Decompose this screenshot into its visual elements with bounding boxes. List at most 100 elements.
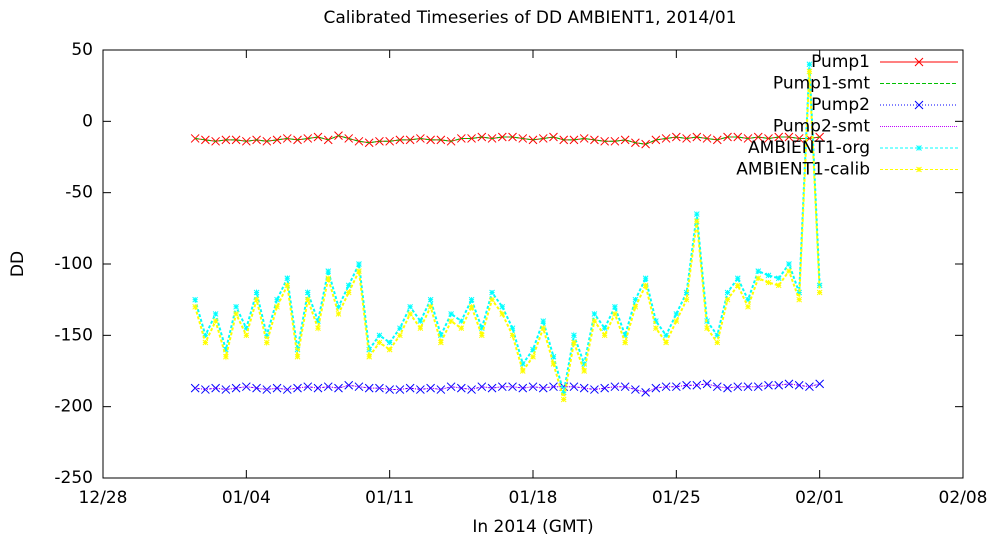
y-tick-label: 50	[71, 40, 93, 60]
data-point	[519, 361, 526, 367]
data-point	[489, 289, 495, 296]
data-point	[315, 325, 321, 332]
y-tick-label: -150	[54, 325, 93, 345]
data-point	[786, 261, 792, 267]
data-point	[438, 332, 444, 339]
y-tick-label: -50	[65, 183, 93, 203]
data-point	[590, 385, 599, 394]
data-point	[427, 296, 434, 303]
legend-label: AMBIENT1-calib	[736, 160, 870, 180]
data-point	[417, 325, 424, 332]
data-point	[653, 325, 659, 332]
data-point	[223, 346, 229, 353]
data-point	[693, 218, 700, 225]
data-point	[509, 325, 516, 332]
data-point	[540, 325, 547, 332]
data-point	[651, 135, 661, 145]
data-point	[294, 346, 301, 353]
data-point	[806, 61, 813, 68]
data-point	[755, 268, 762, 274]
data-point	[775, 282, 782, 289]
data-point	[407, 303, 413, 310]
data-point	[499, 303, 506, 310]
legend-marker	[914, 57, 924, 67]
x-tick-label: 01/04	[222, 488, 271, 508]
data-point	[294, 353, 301, 360]
x-tick-label: 02/08	[939, 488, 988, 508]
data-point	[458, 325, 465, 332]
data-point	[673, 318, 680, 324]
data-point	[325, 268, 332, 274]
legend-label: Pump1	[811, 52, 870, 72]
y-tick-label: -100	[54, 254, 93, 274]
data-point	[816, 282, 823, 289]
data-point	[192, 303, 198, 310]
data-point	[325, 275, 332, 282]
data-point	[416, 385, 425, 394]
data-point	[489, 296, 495, 303]
legend-marker	[914, 100, 924, 110]
data-point	[622, 332, 628, 339]
data-point	[723, 383, 732, 393]
legend-marker	[916, 145, 922, 151]
data-point	[693, 211, 700, 217]
data-point	[438, 339, 444, 346]
data-point	[345, 289, 352, 296]
data-point	[366, 353, 373, 360]
data-point	[253, 289, 260, 296]
data-point	[519, 368, 526, 374]
data-point	[448, 311, 454, 317]
legend-label: Pump2-smt	[773, 117, 870, 137]
data-point	[765, 272, 772, 279]
data-point	[612, 311, 618, 317]
data-point	[745, 296, 751, 303]
data-point	[774, 132, 784, 142]
data-point	[663, 339, 669, 346]
series-line	[195, 135, 820, 145]
data-point	[734, 275, 741, 282]
data-point	[376, 339, 383, 346]
data-point	[560, 389, 567, 396]
data-point	[550, 361, 557, 367]
data-point	[581, 361, 588, 367]
data-point	[540, 318, 547, 324]
data-point	[653, 318, 659, 324]
data-point	[243, 332, 250, 339]
data-point	[284, 275, 291, 282]
data-point	[661, 134, 671, 143]
data-point	[683, 289, 690, 296]
data-point	[765, 279, 772, 286]
data-point	[612, 303, 618, 310]
data-point	[661, 382, 671, 392]
data-point	[395, 135, 405, 145]
data-point	[509, 332, 516, 339]
data-point	[385, 136, 395, 146]
data-point	[344, 380, 354, 390]
data-point	[581, 368, 588, 374]
data-point	[571, 332, 577, 339]
data-point	[468, 296, 475, 303]
data-point	[601, 325, 608, 332]
data-point	[753, 382, 763, 392]
data-point	[745, 303, 751, 310]
data-point	[796, 289, 803, 296]
data-point	[528, 382, 538, 392]
data-point	[221, 385, 231, 394]
data-point	[304, 296, 311, 303]
legend-label: AMBIENT1-org	[748, 138, 870, 158]
data-point	[293, 383, 302, 393]
data-point	[478, 332, 485, 339]
data-point	[734, 282, 741, 289]
data-point	[591, 311, 598, 317]
data-point	[405, 383, 415, 393]
data-point	[764, 134, 773, 143]
data-point	[497, 132, 507, 142]
data-point	[579, 383, 589, 393]
data-point	[806, 68, 813, 75]
data-point	[579, 134, 589, 143]
data-point	[272, 135, 282, 145]
data-point	[241, 382, 251, 392]
y-tick-label: 0	[82, 111, 93, 131]
series-line	[194, 71, 821, 400]
